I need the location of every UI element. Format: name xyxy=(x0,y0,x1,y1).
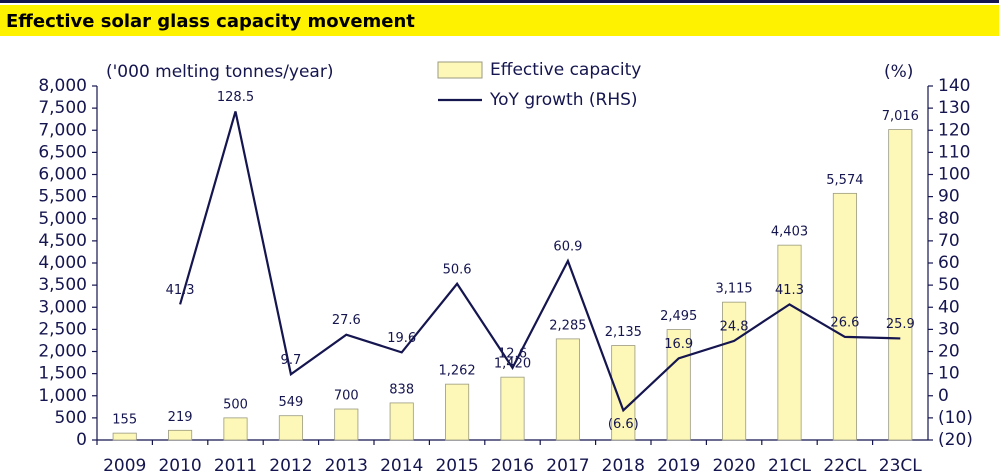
chart-title: Effective solar glass capacity movement xyxy=(6,11,415,32)
y2-tick-label: 130 xyxy=(938,98,970,118)
bar-value-label: 7,016 xyxy=(882,109,919,124)
y-tick-label: 4,000 xyxy=(38,253,87,273)
bar xyxy=(555,338,580,441)
y2-tick-label: (20) xyxy=(938,430,973,450)
x-tick-label: 2013 xyxy=(325,456,368,476)
bar xyxy=(832,192,857,441)
y2-tick-label: 110 xyxy=(938,142,970,162)
x-tick-label: 2016 xyxy=(491,456,534,476)
y-tick-label: 2,500 xyxy=(38,319,87,339)
line-value-label: 16.9 xyxy=(664,337,693,352)
bar-value-label: 2,135 xyxy=(605,325,642,340)
bar xyxy=(389,402,414,441)
y2-tick-label: 100 xyxy=(938,165,970,185)
y2-tick-label: 90 xyxy=(938,187,960,207)
bar-value-label: 2,285 xyxy=(549,318,586,333)
legend-swatch xyxy=(437,61,483,79)
x-tick-label: 2009 xyxy=(103,456,146,476)
bar xyxy=(168,429,193,441)
bar xyxy=(445,383,470,441)
line-value-label: 9.7 xyxy=(281,353,302,368)
bar xyxy=(112,432,137,441)
line-value-label: 25.9 xyxy=(886,317,915,332)
bar-value-label: 549 xyxy=(278,395,303,410)
y2-tick-label: 70 xyxy=(938,231,960,251)
bar-value-label: 1,262 xyxy=(438,364,475,379)
y2-axis-label: (%) xyxy=(884,62,913,82)
y-tick-label: 6,000 xyxy=(38,165,87,185)
bar-value-label: 500 xyxy=(223,397,248,412)
y2-tick-label: 60 xyxy=(938,253,960,273)
x-tick-label: 23CL xyxy=(879,456,923,476)
y2-tick-label: 140 xyxy=(938,76,970,96)
y-tick-label: 7,000 xyxy=(38,120,87,140)
bar xyxy=(777,244,802,441)
line-value-label: (6.6) xyxy=(608,417,639,432)
growth-line xyxy=(179,111,901,413)
line-value-label: 41.3 xyxy=(166,283,195,298)
title-band xyxy=(0,5,999,36)
x-tick-label: 2015 xyxy=(435,456,478,476)
y-tick-label: 3,000 xyxy=(38,297,87,317)
y-tick-label: 2,000 xyxy=(38,342,87,362)
bar-value-label: 5,574 xyxy=(826,173,863,188)
y2-tick-label: (10) xyxy=(938,408,973,428)
line-value-label: 24.8 xyxy=(720,319,749,334)
y2-tick-label: 50 xyxy=(938,275,960,295)
x-tick-label: 21CL xyxy=(768,456,812,476)
x-tick-label: 22CL xyxy=(823,456,867,476)
y-tick-label: 5,500 xyxy=(38,187,87,207)
y2-tick-label: 120 xyxy=(938,120,970,140)
bar xyxy=(500,376,525,441)
y2-tick-label: 30 xyxy=(938,319,960,339)
legend-label: YoY growth (RHS) xyxy=(489,90,638,110)
line-value-label: 26.6 xyxy=(830,315,859,330)
y-tick-label: 4,500 xyxy=(38,231,87,251)
y-axis-label: ('000 melting tonnes/year) xyxy=(106,62,333,82)
y2-tick-label: 80 xyxy=(938,209,960,229)
y2-tick-label: 0 xyxy=(938,386,949,406)
bar xyxy=(611,345,636,441)
top-rule xyxy=(0,0,999,3)
bar-value-label: 1,420 xyxy=(494,357,531,372)
bar-value-label: 838 xyxy=(389,382,414,397)
legend-label: Effective capacity xyxy=(490,60,641,80)
x-tick-label: 2020 xyxy=(712,456,755,476)
line-value-label: 27.6 xyxy=(332,313,361,328)
y-tick-label: 7,500 xyxy=(38,98,87,118)
bar-value-label: 3,115 xyxy=(715,282,752,297)
x-tick-label: 2017 xyxy=(546,456,589,476)
y2-tick-label: 20 xyxy=(938,342,960,362)
x-tick-label: 2014 xyxy=(380,456,423,476)
y2-tick-label: 40 xyxy=(938,297,960,317)
bar xyxy=(223,417,248,441)
line-value-label: 60.9 xyxy=(553,240,582,255)
y-tick-label: 6,500 xyxy=(38,142,87,162)
line-value-label: 128.5 xyxy=(217,90,254,105)
x-tick-label: 2012 xyxy=(269,456,312,476)
y-tick-label: 0 xyxy=(76,430,87,450)
x-tick-label: 2019 xyxy=(657,456,700,476)
bar-value-label: 155 xyxy=(112,413,137,428)
y-tick-label: 3,500 xyxy=(38,275,87,295)
y-tick-label: 500 xyxy=(55,408,87,428)
bar xyxy=(334,408,359,441)
x-tick-label: 2010 xyxy=(158,456,201,476)
y-tick-label: 5,000 xyxy=(38,209,87,229)
y-tick-label: 8,000 xyxy=(38,76,87,96)
line-value-label: 41.3 xyxy=(775,283,804,298)
bar xyxy=(278,415,303,441)
x-tick-label: 2018 xyxy=(602,456,645,476)
bar-value-label: 2,495 xyxy=(660,309,697,324)
y-tick-label: 1,500 xyxy=(38,364,87,384)
x-tick-label: 2011 xyxy=(214,456,257,476)
bar-value-label: 219 xyxy=(168,410,193,425)
y-tick-label: 1,000 xyxy=(38,386,87,406)
bar-value-label: 4,403 xyxy=(771,225,808,240)
bar xyxy=(888,129,913,441)
y2-tick-label: 10 xyxy=(938,364,960,384)
line-value-label: 50.6 xyxy=(443,262,472,277)
bar-value-label: 700 xyxy=(334,389,359,404)
